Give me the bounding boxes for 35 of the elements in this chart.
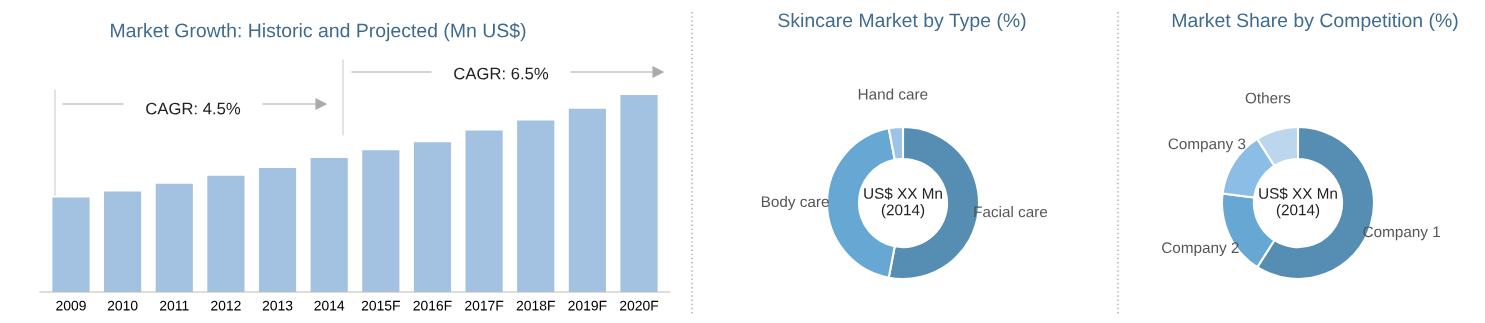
bar (104, 191, 142, 292)
bar (568, 108, 606, 292)
x-tick-label: 2019F (568, 300, 607, 311)
slice-label: Hand care (858, 88, 928, 100)
x-tick-label: 2018F (516, 300, 555, 311)
text: CAGR: 6.5% (454, 67, 549, 80)
slice-label: Company 2 (1162, 242, 1239, 257)
bar (620, 95, 658, 292)
x-tick-label: 2020F (620, 300, 659, 311)
x-tick-label: 2016F (413, 300, 452, 311)
bar (465, 130, 503, 292)
bar (52, 197, 90, 292)
annotation: CAGR: 4.5% (146, 102, 241, 115)
bar (207, 175, 245, 292)
slice-label: Others (1245, 92, 1291, 104)
chart-title: Market Growth: Historic and Projected (Mn US$) (111, 22, 526, 42)
bar (310, 158, 348, 292)
text: US$ XX Mn (2014) (1259, 187, 1337, 219)
bar (517, 120, 555, 292)
x-tick-label: 2012 (211, 300, 241, 311)
chart-title: Market Share by Competition (%) (1172, 12, 1458, 32)
x-tick-label: 2013 (262, 300, 293, 311)
x-tick-label: 2010 (107, 300, 138, 311)
x-tick-label: 2009 (56, 300, 86, 311)
chart-title: Skincare Market by Type (%) (778, 12, 1026, 32)
x-tick-label: 2011 (160, 300, 189, 311)
slice-label: Company 3 (1168, 138, 1246, 153)
bar (155, 183, 193, 292)
x-tick-label: 2017F (465, 300, 504, 311)
bar (362, 150, 400, 292)
bar (413, 142, 452, 292)
bar (258, 167, 297, 292)
x-tick-label: 2015F (361, 300, 400, 311)
text: US$ XX Mn (2014) (864, 187, 942, 219)
x-tick-label: 2014 (314, 300, 345, 311)
